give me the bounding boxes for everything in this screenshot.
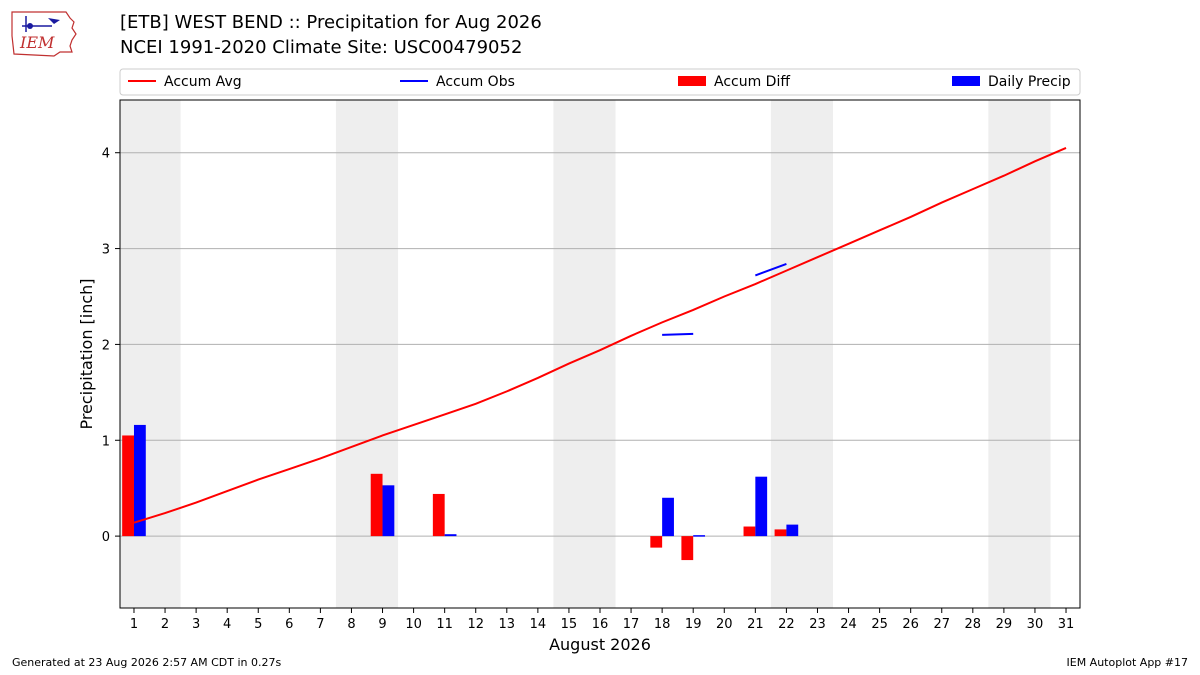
logo-text: IEM	[19, 33, 55, 52]
iem-logo: IEM	[11, 11, 77, 57]
x-tick-label: 6	[285, 617, 293, 632]
x-tick-label: 30	[1027, 617, 1044, 632]
daily-precip-bar	[662, 497, 674, 537]
legend-accum-diff-swatch	[678, 76, 706, 86]
x-tick-label: 25	[871, 617, 888, 632]
daily-precip-bar	[382, 485, 395, 537]
x-tick-label: 4	[223, 617, 231, 632]
x-tick-label: 12	[467, 617, 484, 632]
y-tick-label: 2	[102, 338, 110, 353]
legend-daily-precip: Daily Precip	[988, 74, 1071, 90]
accum-diff-bar	[122, 435, 134, 537]
x-tick-label: 20	[716, 617, 733, 632]
x-tick-label: 14	[530, 617, 547, 632]
x-tick-label: 9	[378, 617, 386, 632]
accum-obs-line	[754, 262, 787, 277]
x-tick-label: 7	[316, 617, 324, 632]
daily-precip-bar	[693, 535, 706, 537]
x-tick-label: 24	[840, 617, 857, 632]
y-tick-label: 1	[102, 434, 110, 449]
legend-daily-precip-swatch	[952, 76, 980, 86]
accum-diff-bar	[743, 526, 756, 537]
weekend-band	[770, 100, 834, 608]
weekend-band	[553, 100, 616, 608]
x-tick-label: 1	[130, 617, 138, 632]
accum-obs-line	[662, 332, 694, 336]
daily-precip-bar	[786, 524, 799, 537]
y-tick-label: 4	[102, 147, 110, 162]
y-tick-label: 3	[102, 243, 110, 258]
x-tick-label: 31	[1058, 617, 1075, 632]
x-tick-label: 22	[778, 617, 795, 632]
daily-precip-bar	[755, 476, 768, 537]
accum-diff-bar	[774, 529, 787, 537]
legend-accum-diff: Accum Diff	[714, 74, 790, 90]
x-tick-label: 10	[405, 617, 422, 632]
x-tick-label: 3	[192, 617, 200, 632]
x-axis-label: August 2026	[549, 635, 651, 654]
legend-accum-obs: Accum Obs	[436, 74, 515, 90]
x-tick-label: 23	[809, 617, 826, 632]
x-tick-label: 18	[654, 617, 671, 632]
x-tick-label: 21	[747, 617, 764, 632]
plot-frame	[119, 99, 1081, 609]
accum-diff-bar	[370, 473, 383, 537]
daily-precip-bar	[133, 424, 146, 537]
x-tick-label: 29	[996, 617, 1013, 632]
y-tick-label: 0	[102, 530, 110, 545]
x-tick-label: 19	[685, 617, 702, 632]
accum-avg-line	[133, 147, 1067, 524]
x-tick-label: 17	[623, 617, 640, 632]
x-tick-label: 5	[254, 617, 262, 632]
footer-app: IEM Autoplot App #17	[1066, 656, 1189, 669]
weekend-band	[988, 100, 1051, 608]
x-tick-label: 28	[965, 617, 982, 632]
legend-box	[119, 68, 1081, 96]
chart-subtitle: NCEI 1991-2020 Climate Site: USC00479052	[120, 37, 523, 58]
x-tick-label: 13	[499, 617, 516, 632]
x-tick-label: 27	[933, 617, 950, 632]
x-tick-label: 2	[161, 617, 169, 632]
accum-diff-bar	[432, 493, 445, 537]
footer-generated: Generated at 23 Aug 2026 2:57 AM CDT in …	[12, 656, 282, 669]
x-tick-label: 15	[561, 617, 578, 632]
daily-precip-bar	[444, 534, 457, 537]
legend-accum-avg: Accum Avg	[164, 74, 242, 90]
y-axis-label: Precipitation [inch]	[77, 278, 96, 429]
x-tick-label: 8	[347, 617, 355, 632]
x-tick-label: 11	[436, 617, 453, 632]
x-tick-label: 26	[902, 617, 919, 632]
chart-title: [ETB] WEST BEND :: Precipitation for Aug…	[120, 12, 542, 33]
accum-diff-bar	[650, 536, 663, 548]
accum-diff-bar	[681, 536, 694, 561]
x-tick-label: 16	[592, 617, 609, 632]
